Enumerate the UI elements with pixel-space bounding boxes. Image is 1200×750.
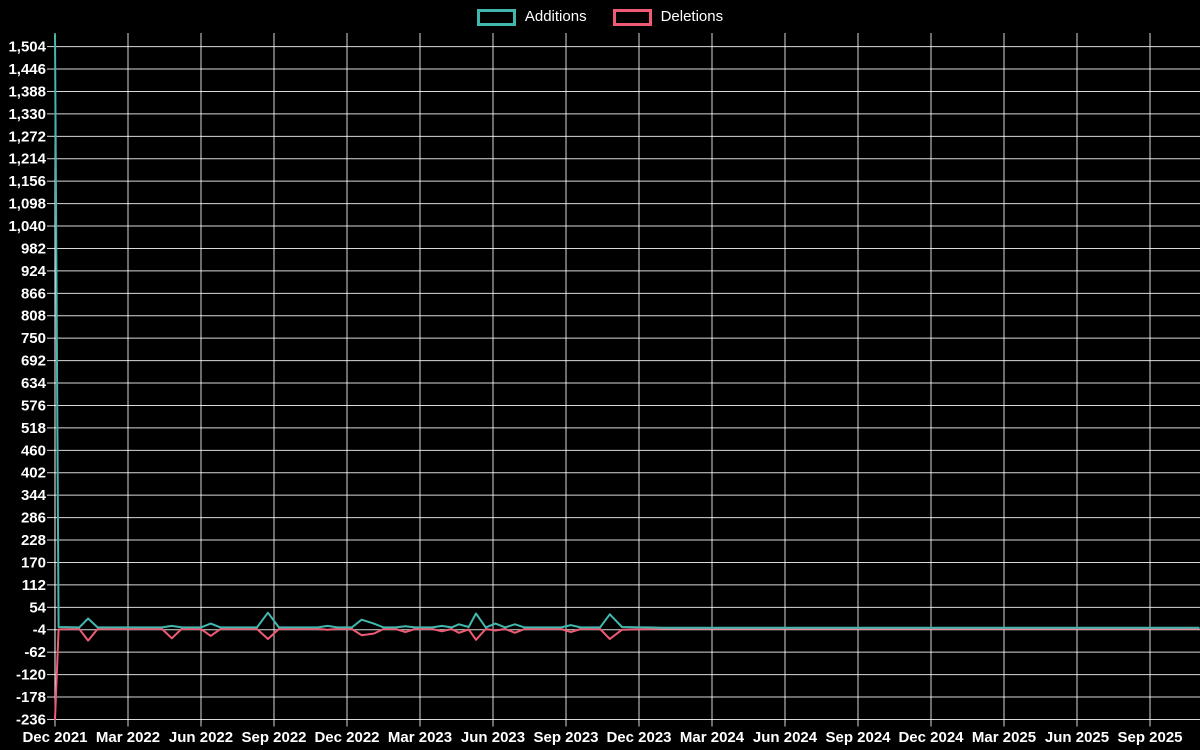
legend-label-additions: Additions xyxy=(524,8,587,25)
svg-text:112: 112 xyxy=(22,577,46,594)
legend-label-deletions: Deletions xyxy=(660,8,724,25)
x-axis-labels: Dec 2021 Mar 2022 Jun 2022 Sep 2022 Dec 2022… xyxy=(22,729,1182,746)
svg-text:286: 286 xyxy=(21,510,46,527)
svg-text:1,504: 1,504 xyxy=(8,39,46,56)
svg-text:Jun 2024: Jun 2024 xyxy=(753,729,818,746)
svg-text:518: 518 xyxy=(21,420,46,437)
svg-text:Mar 2024: Mar 2024 xyxy=(680,729,745,746)
svg-text:402: 402 xyxy=(21,465,46,482)
grid-lines xyxy=(47,33,1200,727)
svg-text:924: 924 xyxy=(21,263,47,280)
svg-text:1,272: 1,272 xyxy=(8,128,46,145)
svg-text:228: 228 xyxy=(21,532,46,549)
svg-text:1,214: 1,214 xyxy=(8,151,46,168)
svg-text:-178: -178 xyxy=(16,689,46,706)
svg-text:-120: -120 xyxy=(16,667,46,684)
svg-text:1,388: 1,388 xyxy=(8,83,46,100)
series-line-additions xyxy=(54,33,1200,629)
svg-text:Dec 2024: Dec 2024 xyxy=(898,729,964,746)
svg-text:Sep 2022: Sep 2022 xyxy=(241,729,306,746)
series-line-deletions xyxy=(54,627,1200,721)
svg-text:1,040: 1,040 xyxy=(8,218,46,235)
svg-text:692: 692 xyxy=(21,353,46,370)
svg-text:-4: -4 xyxy=(33,622,47,639)
svg-text:Sep 2024: Sep 2024 xyxy=(825,729,891,746)
svg-text:1,330: 1,330 xyxy=(8,106,46,123)
svg-text:Dec 2023: Dec 2023 xyxy=(606,729,671,746)
svg-text:-62: -62 xyxy=(24,644,46,661)
svg-text:Sep 2023: Sep 2023 xyxy=(533,729,598,746)
svg-text:982: 982 xyxy=(21,240,46,257)
svg-text:Mar 2025: Mar 2025 xyxy=(972,729,1036,746)
additions-swatch-icon xyxy=(476,8,516,26)
deletions-swatch-icon xyxy=(612,8,652,26)
svg-text:344: 344 xyxy=(21,487,47,504)
svg-text:Mar 2022: Mar 2022 xyxy=(96,729,160,746)
svg-text:866: 866 xyxy=(21,285,46,302)
svg-text:Dec 2022: Dec 2022 xyxy=(314,729,379,746)
svg-text:Sep 2025: Sep 2025 xyxy=(1117,729,1182,746)
svg-text:576: 576 xyxy=(21,397,46,414)
svg-text:460: 460 xyxy=(21,442,46,459)
svg-text:1,446: 1,446 xyxy=(8,61,46,78)
svg-text:54: 54 xyxy=(29,599,46,616)
svg-text:Jun 2022: Jun 2022 xyxy=(169,729,233,746)
chart-legend: Additions Deletions xyxy=(0,8,1200,26)
svg-text:1,098: 1,098 xyxy=(8,196,46,213)
y-axis-labels: 1,504 1,446 1,388 1,330 1,272 1,214 1,156 1,098… xyxy=(8,39,46,729)
legend-item-deletions[interactable]: Deletions xyxy=(612,8,724,26)
svg-text:-236: -236 xyxy=(16,711,46,728)
svg-text:Mar 2023: Mar 2023 xyxy=(388,729,452,746)
svg-text:634: 634 xyxy=(21,375,47,392)
svg-text:Dec 2021: Dec 2021 xyxy=(22,729,87,746)
legend-item-additions[interactable]: Additions xyxy=(476,8,587,26)
svg-text:Jun 2023: Jun 2023 xyxy=(461,729,525,746)
svg-text:750: 750 xyxy=(21,330,46,347)
svg-text:808: 808 xyxy=(21,308,46,325)
svg-text:170: 170 xyxy=(21,554,46,571)
svg-text:1,156: 1,156 xyxy=(8,173,46,190)
svg-text:Jun 2025: Jun 2025 xyxy=(1045,729,1109,746)
